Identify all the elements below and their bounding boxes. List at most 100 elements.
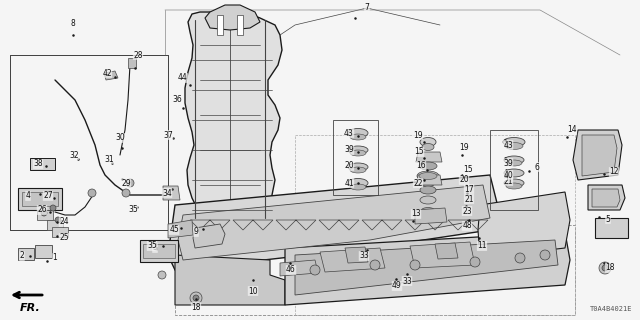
Ellipse shape	[350, 167, 366, 173]
Polygon shape	[30, 158, 55, 170]
Circle shape	[126, 179, 134, 187]
Text: 20: 20	[344, 162, 354, 171]
Text: 35: 35	[147, 242, 157, 251]
Ellipse shape	[348, 179, 368, 188]
Text: 5: 5	[605, 214, 611, 223]
Polygon shape	[295, 240, 558, 295]
Text: 4: 4	[26, 191, 31, 201]
Polygon shape	[185, 12, 282, 224]
Text: 9: 9	[193, 228, 198, 236]
Polygon shape	[415, 208, 447, 224]
Circle shape	[540, 250, 550, 260]
Ellipse shape	[504, 156, 524, 164]
Text: 25: 25	[59, 234, 69, 243]
Text: 28: 28	[133, 51, 143, 60]
Text: 39: 39	[503, 158, 513, 167]
Polygon shape	[22, 192, 58, 206]
Polygon shape	[168, 220, 193, 238]
Ellipse shape	[350, 184, 366, 190]
Text: 15: 15	[463, 165, 473, 174]
Text: 42: 42	[102, 68, 112, 77]
Circle shape	[50, 205, 56, 211]
Text: 14: 14	[567, 125, 577, 134]
Polygon shape	[416, 152, 442, 162]
Text: 15: 15	[414, 148, 424, 156]
Text: 1: 1	[52, 253, 58, 262]
Circle shape	[122, 189, 130, 197]
Text: 38: 38	[33, 159, 43, 169]
Text: 37: 37	[163, 131, 173, 140]
Text: 24: 24	[59, 218, 69, 227]
Polygon shape	[168, 175, 500, 270]
Circle shape	[515, 253, 525, 263]
Polygon shape	[582, 135, 617, 176]
Polygon shape	[175, 255, 285, 305]
Text: 22: 22	[413, 179, 423, 188]
Ellipse shape	[350, 150, 366, 156]
Text: 17: 17	[464, 185, 474, 194]
Text: FR.: FR.	[20, 303, 40, 313]
Polygon shape	[345, 247, 368, 263]
Circle shape	[193, 295, 199, 301]
Circle shape	[410, 260, 420, 270]
Text: 11: 11	[477, 242, 487, 251]
Polygon shape	[104, 71, 118, 80]
Polygon shape	[573, 130, 622, 180]
Text: 46: 46	[286, 266, 296, 275]
Text: 43: 43	[344, 129, 354, 138]
Text: T0A4B4021E: T0A4B4021E	[589, 306, 632, 312]
Text: 33: 33	[402, 276, 412, 285]
Text: 32: 32	[69, 150, 79, 159]
Ellipse shape	[503, 138, 525, 147]
Polygon shape	[52, 227, 68, 237]
Polygon shape	[285, 232, 570, 305]
Ellipse shape	[506, 160, 522, 166]
Text: 27: 27	[43, 191, 53, 201]
Polygon shape	[35, 245, 52, 258]
Text: 7: 7	[365, 4, 369, 12]
Text: 13: 13	[411, 210, 421, 219]
Text: 39: 39	[344, 146, 354, 155]
Bar	[333, 120, 378, 195]
Circle shape	[599, 262, 611, 274]
Ellipse shape	[422, 143, 434, 150]
Circle shape	[88, 189, 96, 197]
Circle shape	[41, 210, 47, 216]
Ellipse shape	[420, 186, 436, 194]
Text: 33: 33	[359, 252, 369, 260]
Text: 10: 10	[248, 286, 258, 295]
Polygon shape	[18, 188, 62, 210]
Ellipse shape	[421, 207, 435, 214]
Text: 8: 8	[70, 20, 76, 28]
Polygon shape	[320, 248, 385, 272]
Ellipse shape	[421, 180, 435, 187]
Ellipse shape	[348, 146, 368, 154]
Polygon shape	[592, 189, 620, 207]
Text: 23: 23	[462, 206, 472, 215]
Polygon shape	[237, 15, 243, 35]
Text: 41: 41	[344, 179, 354, 188]
Text: 45: 45	[169, 226, 179, 235]
Circle shape	[158, 271, 166, 279]
Polygon shape	[280, 260, 318, 276]
Ellipse shape	[417, 171, 439, 181]
Polygon shape	[163, 186, 180, 200]
Ellipse shape	[348, 129, 368, 138]
Ellipse shape	[504, 169, 524, 177]
Bar	[10, 55, 168, 230]
Ellipse shape	[506, 183, 522, 189]
Text: 16: 16	[416, 162, 426, 171]
Polygon shape	[588, 185, 625, 210]
Polygon shape	[140, 240, 178, 262]
Text: 34: 34	[162, 188, 172, 197]
Polygon shape	[205, 5, 260, 30]
Ellipse shape	[350, 134, 366, 140]
Text: 19: 19	[459, 143, 469, 153]
Polygon shape	[595, 218, 628, 238]
Text: 18: 18	[191, 302, 201, 311]
Text: 3: 3	[152, 244, 157, 252]
Ellipse shape	[505, 142, 523, 149]
Polygon shape	[416, 175, 442, 185]
Polygon shape	[217, 15, 223, 35]
Circle shape	[190, 292, 202, 304]
